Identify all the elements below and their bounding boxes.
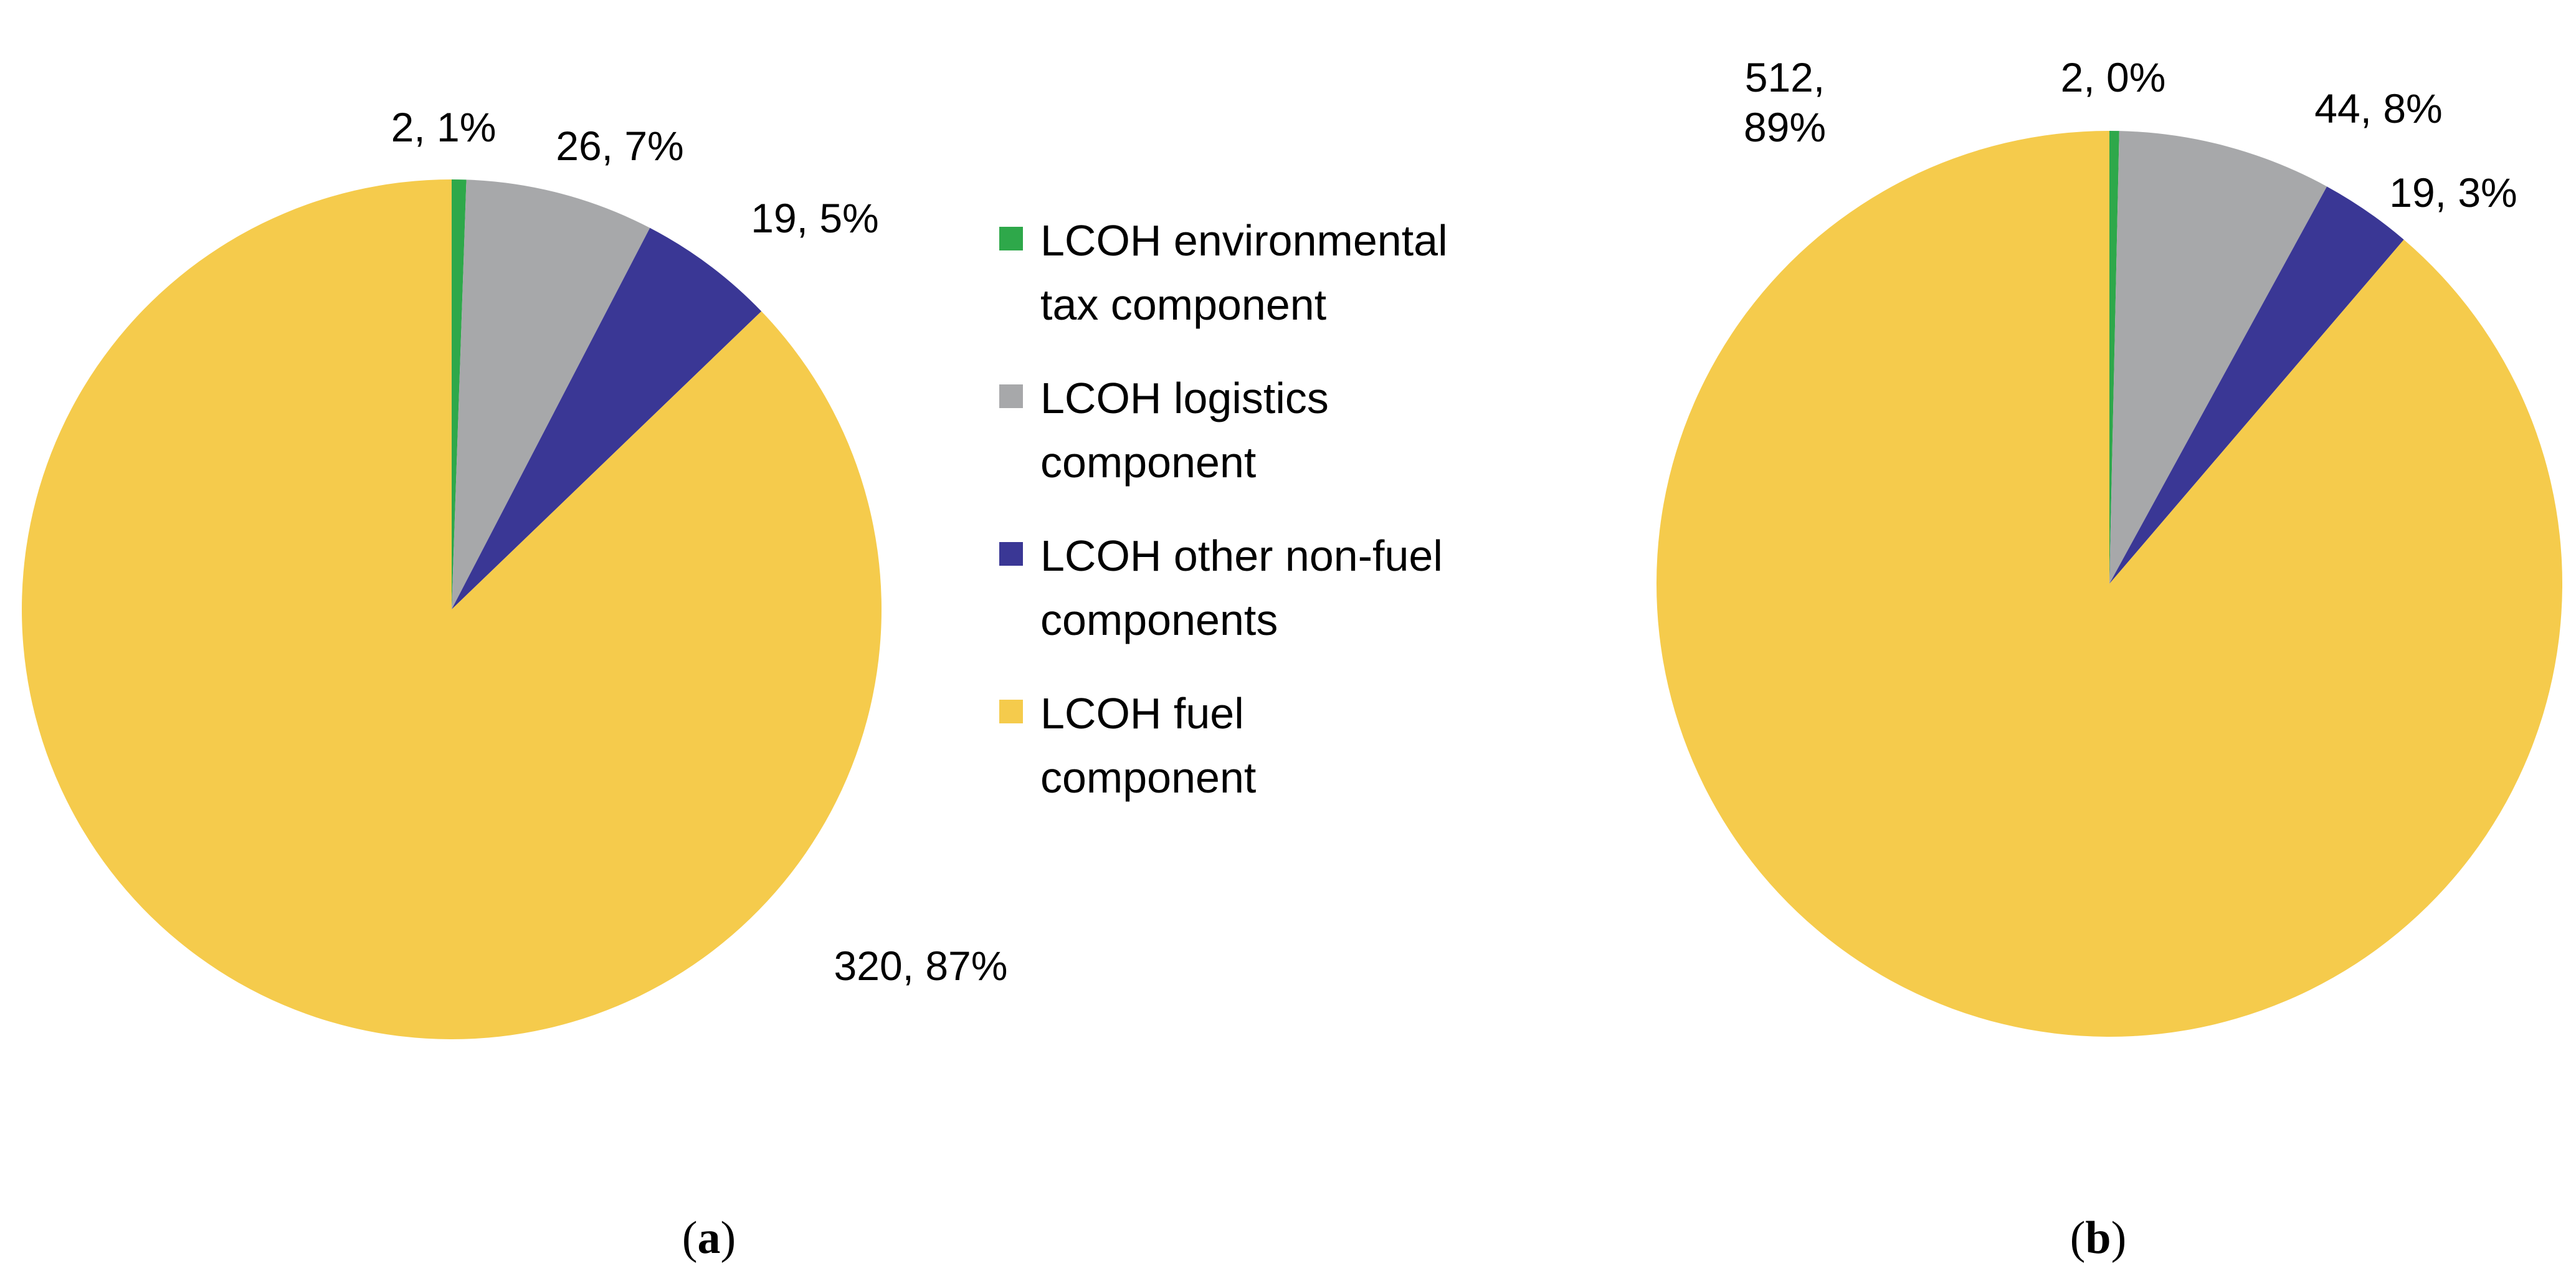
legend-swatch-lcoh-fuel-component (999, 700, 1023, 723)
pie-slice-lcoh-logistics-component (452, 179, 650, 609)
data-label-lcoh-other-non-fuel-components: 19, 3% (2389, 169, 2517, 216)
data-label-lcoh-environmental-tax-component: 2, 0% (2061, 54, 2166, 100)
legend: LCOH environmental tax component LCOH logi… (999, 216, 1448, 802)
legend-swatch-lcoh-logistics-component (999, 384, 1023, 408)
legend-swatch-lcoh-other-non-fuel-components (999, 542, 1023, 566)
pie-slice-lcoh-environmental-tax-component (2109, 130, 2119, 584)
legend-label-lcoh-logistics-component: LCOH logistics component (1040, 374, 1329, 487)
legend-label-lcoh-environmental-tax-component: LCOH environmental tax component (1040, 216, 1448, 329)
legend-swatch-lcoh-environmental-tax-component (999, 227, 1023, 250)
data-label-lcoh-environmental-tax-component: 2, 1% (391, 104, 497, 150)
pie-slice-lcoh-other-non-fuel-components (452, 227, 762, 609)
pie-chart-a: 2, 1% 26, 7% 19, 5% 320, 87% (22, 104, 1007, 1039)
legend-label-lcoh-fuel-component: LCOH fuel component (1040, 689, 1256, 802)
pie-slice-lcoh-logistics-component (2109, 131, 2327, 584)
data-label-lcoh-fuel-component: 320, 87% (834, 943, 1008, 989)
data-label-lcoh-other-non-fuel-components: 19, 5% (751, 195, 878, 241)
pie-slice-lcoh-environmental-tax-component (452, 179, 467, 609)
pie-slice-lcoh-fuel-component (1656, 131, 2563, 1037)
data-label-lcoh-logistics-component: 44, 8% (2314, 85, 2442, 131)
data-label-lcoh-fuel-component: 512, 89% (1744, 54, 1826, 150)
pie-slice-lcoh-other-non-fuel-components (2109, 186, 2404, 584)
pie-chart-b: 2, 0% 44, 8% 19, 3% 512, 89% (1656, 54, 2563, 1037)
caption-b: (b) (2070, 1212, 2126, 1264)
caption-a: (a) (682, 1212, 736, 1264)
legend-label-lcoh-other-non-fuel-components: LCOH other non-fuel components (1040, 531, 1443, 644)
data-label-lcoh-logistics-component: 26, 7% (556, 123, 683, 169)
pie-slice-lcoh-fuel-component (22, 179, 882, 1039)
